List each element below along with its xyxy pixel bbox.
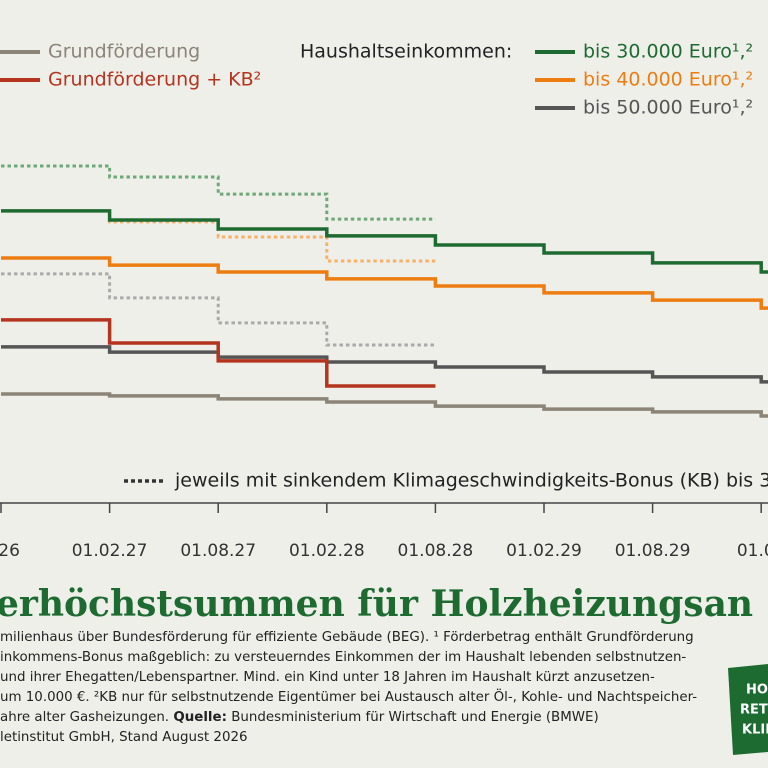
legend-title: Haushaltseinkommen: bbox=[300, 41, 512, 63]
footnote-text: Bundesministerium für Wirtschaft und Ene… bbox=[227, 710, 599, 725]
x-tick-label: 01.02.29 bbox=[506, 541, 582, 561]
step-line bbox=[1, 209, 768, 274]
legend-label: bis 50.000 Euro¹,² bbox=[583, 97, 753, 119]
footnote: um 10.000 €. ²KB nur für selbstnutzende … bbox=[0, 687, 697, 705]
x-tick-label: 01.08.29 bbox=[615, 541, 691, 561]
step-line bbox=[1, 318, 436, 388]
step-line bbox=[1, 345, 768, 384]
step-line bbox=[1, 392, 768, 418]
logo-text: HOL bbox=[746, 683, 768, 698]
legend-label: bis 30.000 Euro¹,² bbox=[583, 41, 753, 63]
x-tick-label: 01.02.27 bbox=[72, 541, 148, 561]
footnote: letinstitut GmbH, Stand August 2026 bbox=[0, 730, 248, 745]
logo-text: RETT bbox=[740, 703, 768, 718]
x-tick-label: 01.02 bbox=[737, 541, 768, 561]
footnote: milienhaus über Bundesförderung für effi… bbox=[0, 630, 694, 645]
x-tick-label: 7.26 bbox=[0, 541, 20, 561]
dotted-line bbox=[1, 272, 436, 347]
logo-shape bbox=[728, 664, 768, 755]
title: erhöchstsummen für Holzheizungsan bbox=[0, 583, 753, 625]
annotation: jeweils mit sinkendem Klimageschwindigke… bbox=[174, 470, 768, 492]
logo: HOL RETT KLIN bbox=[728, 664, 768, 755]
dotted-line bbox=[1, 164, 436, 221]
footnote: und ihrer Ehegatten/Lebenspartner. Mind.… bbox=[0, 670, 655, 685]
legend-label: Grundförderung + KB² bbox=[48, 69, 261, 91]
legend-label: bis 40.000 Euro¹,² bbox=[583, 69, 753, 91]
footnote-text: ahre alter Gasheizungen. bbox=[0, 710, 173, 725]
x-tick-label: 01.08.28 bbox=[398, 541, 474, 561]
legend-label: Grundförderung bbox=[48, 41, 200, 63]
x-tick-label: 01.08.27 bbox=[180, 541, 256, 561]
footnote-bold: Quelle: bbox=[173, 710, 227, 725]
footnote: ahre alter Gasheizungen. Quelle: Bundesm… bbox=[0, 710, 599, 725]
footnote: inkommens-Bonus maßgeblich: zu versteuer… bbox=[0, 650, 686, 665]
step-line bbox=[1, 256, 768, 310]
logo-text: KLIN bbox=[742, 723, 768, 738]
x-tick-label: 01.02.28 bbox=[289, 541, 365, 561]
